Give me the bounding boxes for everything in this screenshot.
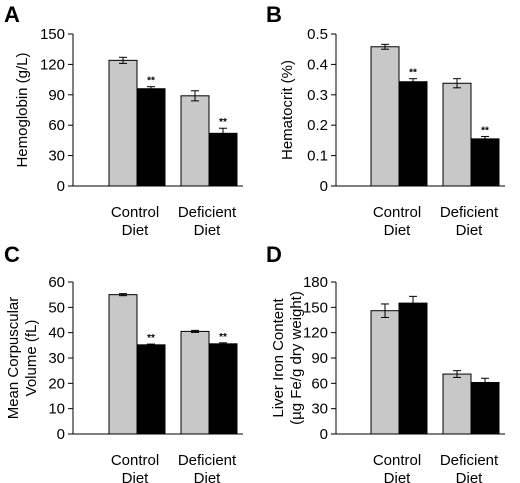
x-category-label: Deficient (440, 204, 499, 221)
y-axis-label: Mean Corpuscular (5, 297, 22, 420)
bar (442, 82, 472, 187)
y-tick-label: 50 (48, 299, 65, 316)
error-bar (381, 303, 389, 318)
error-bar (219, 127, 227, 139)
y-tick-label: 120 (303, 325, 328, 342)
panel-d: D Liver Iron Content (µg Fe/g dry weight) 0… (266, 242, 505, 483)
significance-mark: ** (481, 125, 489, 136)
y-tick-label: 180 (303, 274, 328, 291)
bar (136, 344, 166, 435)
y-tick-label: 60 (48, 274, 65, 291)
y-tick-label: 0.2 (307, 117, 328, 134)
y-tick-label: 10 (48, 401, 65, 418)
x-category-label: Deficient (178, 452, 237, 469)
panel-letter: B (266, 2, 282, 27)
panel-b: B Hematocrit (%) 0 0.1 0.2 0.3 0.4 0.5 ** Control… (266, 2, 505, 239)
x-category-label: Diet (194, 470, 222, 483)
significance-mark: ** (147, 76, 155, 87)
bar (180, 95, 210, 187)
y-tick-label: 0.4 (307, 56, 328, 73)
x-category-label: Deficient (440, 452, 499, 469)
x-category-label: Diet (384, 222, 412, 239)
error-bar (453, 370, 461, 378)
bar (108, 59, 138, 187)
bar (370, 310, 400, 435)
significance-mark: ** (147, 333, 155, 344)
y-tick-label: 0.1 (307, 148, 328, 165)
y-tick-label: 30 (311, 401, 328, 418)
y-tick-label: 150 (40, 26, 65, 43)
bar (470, 381, 500, 435)
error-bar (219, 342, 227, 346)
y-axis-label: Liver Iron Content (270, 298, 287, 418)
y-tick-label: 90 (48, 87, 65, 104)
x-category-label: Deficient (178, 204, 237, 221)
error-bar (191, 329, 199, 333)
error-bar (409, 295, 417, 311)
error-bar (147, 343, 155, 347)
y-tick-label: 0.3 (307, 87, 328, 104)
y-axis-label: Hematocrit (%) (279, 60, 296, 160)
y-tick-label: 120 (40, 56, 65, 73)
y-tick-label: 20 (48, 375, 65, 392)
error-bar (381, 43, 389, 50)
y-tick-label: 0.5 (307, 26, 328, 43)
y-tick-label: 90 (311, 350, 328, 367)
bar (470, 138, 500, 187)
y-axis-label: Volume (fL) (23, 320, 40, 397)
x-category-label: Control (111, 452, 159, 469)
y-tick-label: 40 (48, 325, 65, 342)
y-tick-label: 0 (320, 426, 328, 443)
error-bar (191, 90, 199, 102)
error-bar (119, 293, 127, 297)
y-tick-label: 60 (48, 117, 65, 134)
bar (398, 81, 428, 187)
y-axis-label: Hemoglobin (g/L) (14, 52, 31, 167)
bar (180, 330, 210, 435)
x-category-label: Control (111, 204, 159, 221)
error-bar (481, 135, 489, 142)
significance-mark: ** (219, 117, 227, 128)
y-tick-label: 30 (48, 350, 65, 367)
x-category-label: Diet (384, 470, 412, 483)
significance-mark: ** (219, 332, 227, 343)
y-tick-label: 150 (303, 299, 328, 316)
bar (370, 46, 400, 187)
y-tick-label: 0 (57, 426, 65, 443)
error-bar (481, 377, 489, 388)
x-category-label: Diet (456, 470, 484, 483)
panel-letter: A (4, 2, 20, 27)
bar (136, 88, 166, 187)
error-bar (409, 78, 417, 86)
y-tick-label: 0 (320, 178, 328, 195)
panel-letter: D (266, 242, 282, 267)
x-category-label: Control (373, 452, 421, 469)
bar (442, 373, 472, 435)
x-category-label: Control (373, 204, 421, 221)
error-bar (147, 86, 155, 92)
x-category-label: Diet (456, 222, 484, 239)
error-bar (453, 78, 461, 89)
y-tick-label: 0 (57, 178, 65, 195)
y-tick-label: 30 (48, 148, 65, 165)
bar (398, 302, 428, 435)
x-category-label: Diet (122, 470, 150, 483)
x-category-label: Diet (194, 222, 222, 239)
error-bar (119, 56, 127, 64)
bar (208, 132, 238, 187)
y-tick-label: 60 (311, 375, 328, 392)
bar (208, 343, 238, 435)
y-axis-label: (µg Fe/g dry weight) (288, 291, 305, 425)
panel-letter: C (4, 242, 20, 267)
significance-mark: ** (409, 68, 417, 79)
x-category-label: Diet (122, 222, 150, 239)
bar (108, 294, 138, 435)
panel-c: C Mean Corpuscular Volume (fL) 0 10 20 30 40 50 6… (4, 242, 243, 483)
